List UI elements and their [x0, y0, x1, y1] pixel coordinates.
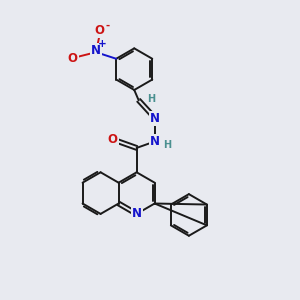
Text: O: O — [94, 24, 105, 37]
Text: N: N — [150, 112, 160, 125]
Text: O: O — [68, 52, 78, 65]
Text: H: H — [147, 94, 155, 104]
Text: -: - — [106, 21, 110, 31]
Text: H: H — [163, 140, 171, 150]
Text: O: O — [108, 134, 118, 146]
Text: N: N — [91, 44, 101, 57]
Text: N: N — [150, 135, 160, 148]
Text: +: + — [98, 39, 107, 49]
Text: N: N — [132, 207, 142, 220]
